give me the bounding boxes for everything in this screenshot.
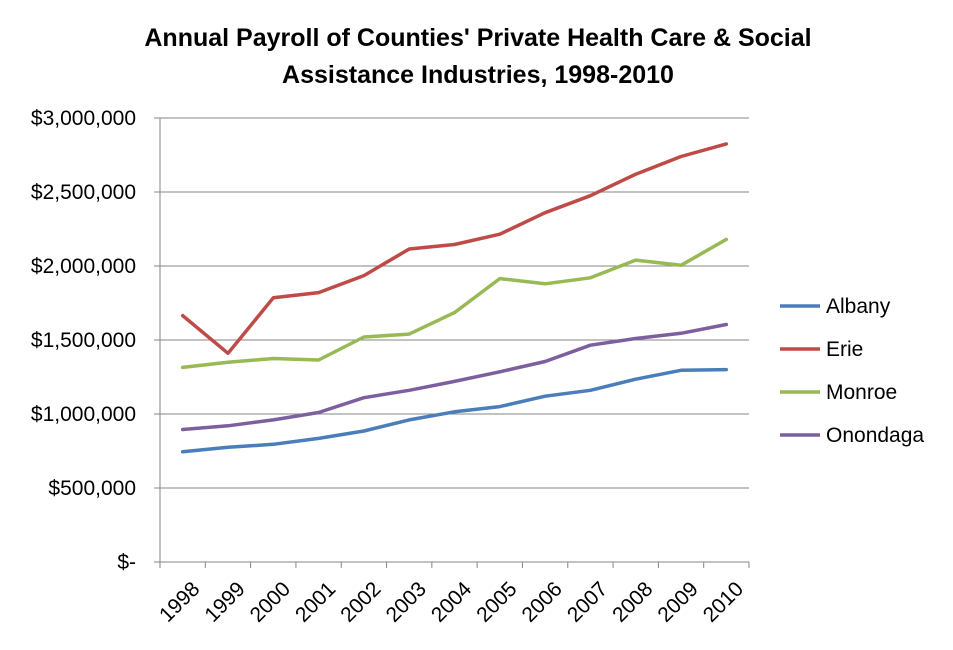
y-tick-label: $2,500,000 [31, 181, 136, 204]
series-line-erie [180, 142, 729, 356]
x-axis-ticks: 1998199920002001200220032004200520062007… [155, 577, 748, 627]
gridlines [160, 117, 749, 489]
axes [154, 117, 750, 568]
x-tick-label: 2010 [699, 577, 748, 626]
x-tick-label: 2001 [291, 577, 340, 626]
y-tick-label: $- [117, 551, 136, 574]
chart-title-line-2: Assistance Industries, 1998-2010 [282, 61, 674, 89]
y-tick-label: $1,500,000 [31, 329, 136, 352]
series-line-onondaga [180, 322, 729, 432]
x-tick-label: 1998 [155, 577, 204, 626]
x-tick-label: 2004 [427, 577, 477, 627]
legend-label-albany: Albany [826, 295, 891, 318]
series-line-albany [180, 367, 729, 454]
x-tick-label: 2006 [518, 577, 567, 626]
x-tick-label: 2008 [608, 577, 657, 626]
legend-label-erie: Erie [826, 338, 863, 361]
y-tick-label: $2,000,000 [31, 255, 136, 278]
x-tick-label: 2007 [563, 577, 612, 626]
y-axis-ticks: $- $500,000 $1,000,000 $1,500,000 $2,000,000… [31, 107, 136, 574]
x-tick-label: 1999 [200, 577, 249, 626]
x-tick-label: 2000 [246, 577, 295, 626]
y-tick-label: $1,000,000 [31, 403, 136, 426]
legend-label-onondaga: Onondaga [826, 424, 924, 447]
x-tick-label: 2002 [336, 577, 385, 626]
y-tick-label: $500,000 [48, 477, 136, 500]
legend: Albany Erie Monroe Onondaga [780, 295, 924, 447]
legend-label-monroe: Monroe [826, 381, 897, 404]
chart-title-line-1: Annual Payroll of Counties' Private Heal… [144, 24, 811, 52]
x-tick-label: 2003 [382, 577, 431, 626]
y-tick-label: $3,000,000 [31, 107, 136, 130]
series-lines [180, 142, 729, 454]
x-tick-label: 2009 [653, 577, 702, 626]
x-tick-label: 2005 [472, 577, 521, 626]
series-line-monroe [180, 237, 729, 370]
